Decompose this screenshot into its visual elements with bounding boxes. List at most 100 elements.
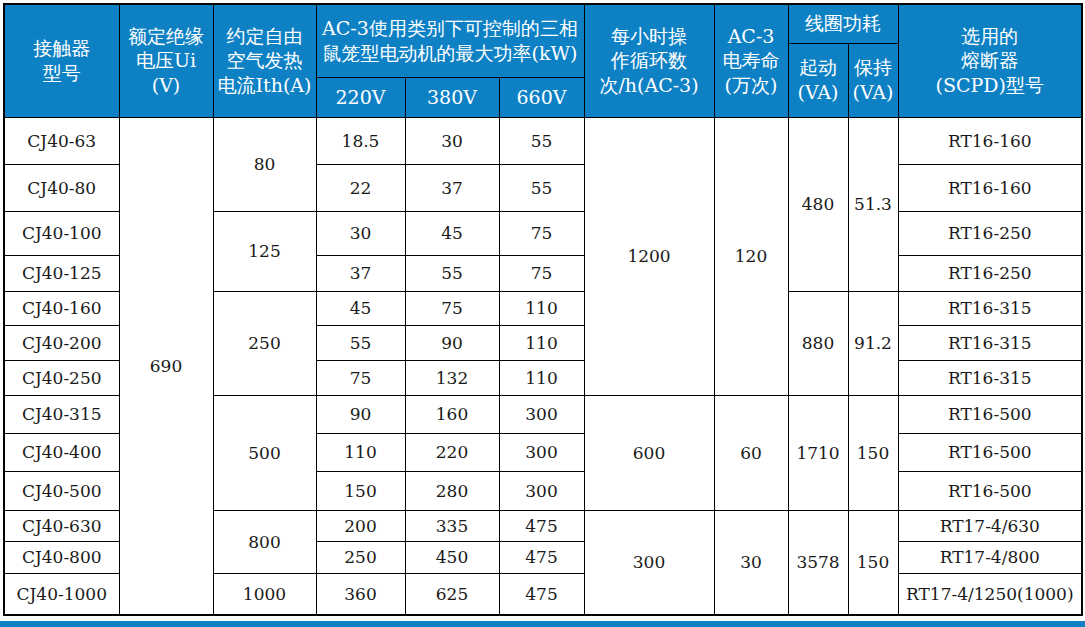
header-scpd-fuse: 选用的 熔断器 (SCPD)型号 <box>898 4 1082 117</box>
cell-scpd-fuse: RT16-160 <box>898 164 1082 211</box>
cell-power-660v: 475 <box>499 510 584 541</box>
cell-insulation-voltage: 690 <box>119 117 213 615</box>
cell-model: CJ40-630 <box>4 510 119 541</box>
header-insulation-voltage: 额定绝缘 电压Ui (V) <box>119 4 213 117</box>
table-row: CJ40-63 690 80 18.5 30 55 1200 120 480 5… <box>4 117 1082 164</box>
header-coil-start: 起动 (VA) <box>788 43 848 117</box>
cell-power-220v: 18.5 <box>316 117 405 164</box>
cell-scpd-fuse: RT16-500 <box>898 471 1082 510</box>
cell-scpd-fuse: RT17-4/800 <box>898 541 1082 573</box>
cell-power-380v: 75 <box>405 291 499 325</box>
cell-power-660v: 475 <box>499 573 584 615</box>
cell-thermal-current: 500 <box>213 395 316 510</box>
cell-power-380v: 30 <box>405 117 499 164</box>
cell-coil-start: 880 <box>788 291 848 395</box>
cell-power-380v: 55 <box>405 255 499 291</box>
cell-power-380v: 280 <box>405 471 499 510</box>
cell-power-220v: 110 <box>316 433 405 471</box>
cell-electrical-life: 30 <box>714 510 788 615</box>
cell-coil-start: 1710 <box>788 395 848 510</box>
cell-power-660v: 75 <box>499 211 584 255</box>
cell-scpd-fuse: RT17-4/630 <box>898 510 1082 541</box>
header-660v: 660V <box>499 77 584 117</box>
cell-power-380v: 160 <box>405 395 499 433</box>
cell-model: CJ40-800 <box>4 541 119 573</box>
cell-scpd-fuse: RT16-315 <box>898 291 1082 325</box>
cell-power-220v: 55 <box>316 325 405 360</box>
cell-power-660v: 300 <box>499 395 584 433</box>
cell-power-380v: 450 <box>405 541 499 573</box>
cell-model: CJ40-63 <box>4 117 119 164</box>
cell-coil-start: 480 <box>788 117 848 291</box>
cell-power-380v: 132 <box>405 360 499 395</box>
cell-power-660v: 300 <box>499 433 584 471</box>
header-coil-hold: 保持 (VA) <box>848 43 898 117</box>
cell-coil-hold: 150 <box>848 395 898 510</box>
cell-scpd-fuse: RT16-160 <box>898 117 1082 164</box>
cell-cycles-per-hour: 300 <box>584 510 714 615</box>
cell-power-660v: 300 <box>499 471 584 510</box>
cell-model: CJ40-500 <box>4 471 119 510</box>
header-cycles-per-hour: 每小时操 作循环数 次/h(AC-3) <box>584 4 714 117</box>
cell-electrical-life: 120 <box>714 117 788 395</box>
cell-coil-hold: 91.2 <box>848 291 898 395</box>
cell-model: CJ40-250 <box>4 360 119 395</box>
cell-thermal-current: 800 <box>213 510 316 573</box>
cell-scpd-fuse: RT16-500 <box>898 433 1082 471</box>
table-body: CJ40-63 690 80 18.5 30 55 1200 120 480 5… <box>4 117 1082 615</box>
cell-power-220v: 75 <box>316 360 405 395</box>
cell-power-220v: 360 <box>316 573 405 615</box>
contactor-spec-table: 接触器 型号 额定绝缘 电压Ui (V) 约定自由 空气发热 电流Ith(A) … <box>3 3 1083 616</box>
cell-model: CJ40-80 <box>4 164 119 211</box>
cell-thermal-current: 250 <box>213 291 316 395</box>
cell-power-380v: 45 <box>405 211 499 255</box>
cell-scpd-fuse: RT17-4/1250(1000) <box>898 573 1082 615</box>
cell-model: CJ40-315 <box>4 395 119 433</box>
cell-model: CJ40-200 <box>4 325 119 360</box>
cell-power-220v: 22 <box>316 164 405 211</box>
cell-power-660v: 55 <box>499 164 584 211</box>
header-thermal-current: 约定自由 空气发热 电流Ith(A) <box>213 4 316 117</box>
cell-power-380v: 220 <box>405 433 499 471</box>
header-model: 接触器 型号 <box>4 4 119 117</box>
cell-power-220v: 150 <box>316 471 405 510</box>
cell-model: CJ40-160 <box>4 291 119 325</box>
cell-power-660v: 55 <box>499 117 584 164</box>
header-coil-power-group: 线圈功耗 <box>788 4 898 43</box>
header-ac3-power-group: AC-3使用类别下可控制的三相 鼠笼型电动机的最大功率(kW) <box>316 4 584 77</box>
cell-scpd-fuse: RT16-315 <box>898 360 1082 395</box>
page: 接触器 型号 额定绝缘 电压Ui (V) 约定自由 空气发热 电流Ith(A) … <box>0 0 1085 627</box>
cell-electrical-life: 60 <box>714 395 788 510</box>
cell-coil-hold: 51.3 <box>848 117 898 291</box>
cell-power-380v: 625 <box>405 573 499 615</box>
cell-scpd-fuse: RT16-315 <box>898 325 1082 360</box>
cell-thermal-current: 1000 <box>213 573 316 615</box>
cell-model: CJ40-125 <box>4 255 119 291</box>
cell-power-660v: 110 <box>499 325 584 360</box>
cell-coil-start: 3578 <box>788 510 848 615</box>
cell-power-220v: 45 <box>316 291 405 325</box>
header-electrical-life: AC-3 电寿命 (万次) <box>714 4 788 117</box>
cell-power-220v: 30 <box>316 211 405 255</box>
table-header: 接触器 型号 额定绝缘 电压Ui (V) 约定自由 空气发热 电流Ith(A) … <box>4 4 1082 117</box>
cell-power-220v: 200 <box>316 510 405 541</box>
cell-scpd-fuse: RT16-250 <box>898 211 1082 255</box>
cell-cycles-per-hour: 1200 <box>584 117 714 395</box>
cell-scpd-fuse: RT16-500 <box>898 395 1082 433</box>
cell-power-660v: 75 <box>499 255 584 291</box>
header-row-1: 接触器 型号 额定绝缘 电压Ui (V) 约定自由 空气发热 电流Ith(A) … <box>4 4 1082 43</box>
cell-power-220v: 37 <box>316 255 405 291</box>
header-380v: 380V <box>405 77 499 117</box>
cell-scpd-fuse: RT16-250 <box>898 255 1082 291</box>
cell-model: CJ40-1000 <box>4 573 119 615</box>
cell-power-220v: 250 <box>316 541 405 573</box>
cell-power-380v: 335 <box>405 510 499 541</box>
cell-thermal-current: 80 <box>213 117 316 211</box>
cell-thermal-current: 125 <box>213 211 316 291</box>
cell-cycles-per-hour: 600 <box>584 395 714 510</box>
cell-model: CJ40-400 <box>4 433 119 471</box>
cell-model: CJ40-100 <box>4 211 119 255</box>
cell-power-220v: 90 <box>316 395 405 433</box>
cell-power-380v: 90 <box>405 325 499 360</box>
cell-coil-hold: 150 <box>848 510 898 615</box>
